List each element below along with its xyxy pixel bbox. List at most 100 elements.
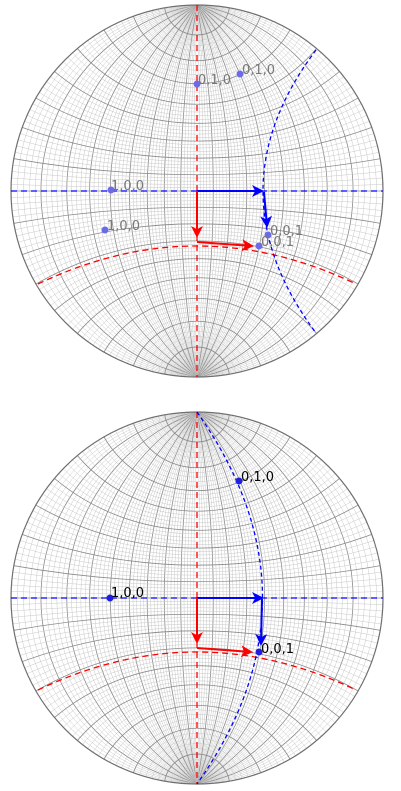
great-circle-minor bbox=[11, 412, 224, 784]
small-circle-major bbox=[163, 412, 231, 443]
small-circle-minor bbox=[11, 262, 383, 377]
great-circle-major bbox=[128, 412, 383, 784]
small-circle-minor bbox=[11, 412, 383, 542]
small-circle-minor bbox=[106, 306, 288, 377]
point-100-top bbox=[107, 186, 115, 194]
label-100-bottom: 1,0,0 bbox=[111, 586, 144, 601]
point-010-top bbox=[193, 80, 201, 88]
small-circle-minor bbox=[11, 244, 383, 377]
small-circle-minor bbox=[11, 412, 383, 563]
small-circle-minor bbox=[11, 412, 383, 579]
small-circle-minor bbox=[71, 5, 323, 93]
small-circle-minor bbox=[190, 412, 204, 419]
small-circle-minor bbox=[11, 5, 383, 166]
point-001-top bbox=[264, 231, 272, 239]
label-001-ghost-top: 0,0,1 bbox=[261, 235, 294, 250]
label-010-ghost-top: 0,1,0 bbox=[242, 63, 275, 78]
small-circle-minor bbox=[183, 771, 211, 784]
small-circle-minor bbox=[11, 412, 383, 573]
small-circle-major bbox=[40, 5, 354, 105]
small-circle-minor bbox=[190, 5, 204, 12]
small-circle-minor bbox=[183, 364, 211, 377]
small-circle-minor bbox=[51, 688, 343, 784]
point-100-bottom bbox=[106, 594, 114, 602]
great-circle-minor bbox=[11, 5, 224, 377]
point-001-ghost-top bbox=[255, 242, 263, 250]
small-circle-minor bbox=[157, 748, 237, 784]
label-100-top: 1,0,0 bbox=[111, 179, 144, 194]
great-circle-minor bbox=[11, 5, 338, 377]
small-circle-minor bbox=[106, 5, 288, 76]
label-100-ghost-top: 1,0,0 bbox=[107, 219, 140, 234]
small-circle-major bbox=[11, 5, 383, 142]
point-100-ghost-top bbox=[101, 226, 109, 234]
small-circle-minor bbox=[11, 197, 383, 377]
small-circle-major bbox=[11, 412, 383, 549]
small-circle-minor bbox=[143, 737, 251, 784]
blue-great-circle-top bbox=[262, 49, 317, 334]
small-circle-major bbox=[128, 727, 266, 784]
great-circle-minor bbox=[139, 412, 383, 784]
small-circle-minor bbox=[11, 651, 383, 784]
red-arrow-right-top bbox=[196, 239, 254, 252]
small-circle-minor bbox=[97, 302, 297, 377]
small-circle-major bbox=[89, 412, 305, 492]
great-circle-minor bbox=[93, 412, 383, 784]
small-circle-minor bbox=[11, 412, 383, 559]
small-circle-minor bbox=[11, 5, 383, 185]
label-001-top: 0,0,1 bbox=[270, 224, 303, 239]
red-great-circle-top bbox=[37, 245, 357, 285]
small-circle-minor bbox=[113, 718, 281, 784]
small-circle-major bbox=[40, 412, 354, 512]
label-010-top: 0,1,0 bbox=[198, 73, 231, 88]
small-circle-minor bbox=[11, 5, 383, 172]
small-circle-minor bbox=[11, 251, 383, 377]
small-circle-minor bbox=[136, 325, 258, 377]
small-circle-minor bbox=[11, 5, 383, 162]
small-circle-major bbox=[163, 5, 231, 36]
small-circle-minor bbox=[11, 412, 383, 552]
small-circle-minor bbox=[11, 5, 383, 145]
point-001-bottom bbox=[255, 648, 263, 656]
blue-arrow-down-bottom bbox=[255, 598, 268, 646]
small-circle-major bbox=[11, 412, 383, 583]
small-circle-minor bbox=[170, 759, 224, 784]
great-circle-minor bbox=[11, 412, 251, 784]
small-circle-major bbox=[11, 5, 383, 176]
small-circle-minor bbox=[97, 709, 297, 784]
red-great-circle-bottom bbox=[37, 651, 357, 691]
small-circle-minor bbox=[11, 247, 383, 377]
small-circle-minor bbox=[17, 412, 377, 520]
small-circle-minor bbox=[11, 412, 383, 592]
red-arrow-right-bottom bbox=[196, 645, 253, 658]
great-circle-minor bbox=[11, 5, 217, 377]
blue-arrow-down-top bbox=[260, 191, 273, 228]
blue-great-circle-bottom bbox=[196, 411, 264, 785]
small-circle-minor bbox=[11, 669, 383, 784]
small-circle-minor bbox=[11, 412, 383, 596]
great-circle-minor bbox=[11, 412, 293, 784]
small-circle-minor bbox=[177, 412, 217, 431]
small-circle-minor bbox=[11, 658, 383, 784]
small-circle-minor bbox=[177, 5, 217, 24]
small-circle-minor bbox=[106, 412, 288, 483]
small-circle-minor bbox=[113, 311, 281, 377]
small-circle-minor bbox=[71, 412, 323, 500]
great-circle-minor bbox=[11, 412, 217, 784]
small-circle-minor bbox=[11, 193, 383, 377]
small-circle-minor bbox=[11, 5, 383, 182]
label-001-bottom: 0,0,1 bbox=[261, 642, 294, 657]
small-circle-major bbox=[11, 5, 383, 124]
small-circle-minor bbox=[80, 700, 314, 784]
small-circle-minor bbox=[11, 5, 383, 156]
small-circle-major bbox=[128, 320, 266, 377]
great-circle-minor bbox=[136, 412, 383, 784]
small-circle-minor bbox=[157, 341, 237, 377]
small-circle-minor bbox=[11, 412, 383, 569]
label-010-bottom: 0,1,0 bbox=[241, 470, 274, 485]
small-circle-minor bbox=[11, 5, 383, 135]
